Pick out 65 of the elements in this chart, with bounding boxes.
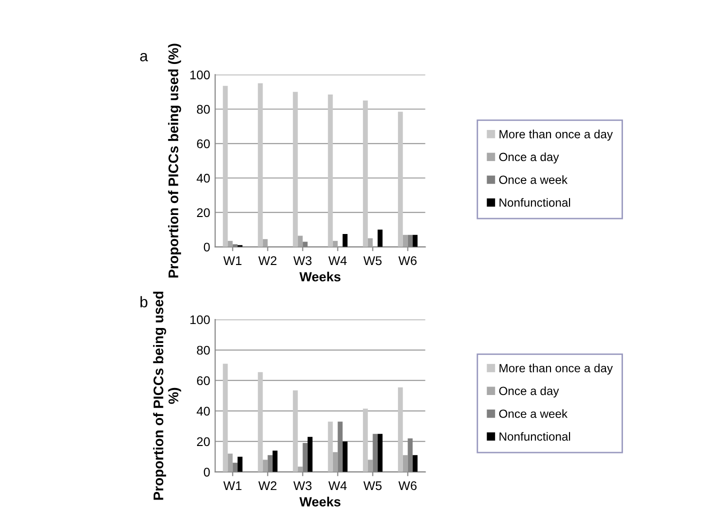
y-tick-label: 20	[197, 208, 210, 218]
bar	[342, 234, 348, 247]
bar	[398, 387, 403, 472]
bar	[292, 92, 298, 247]
x-tick-label: W4	[328, 256, 347, 265]
y-axis-title: Proportion of PICCs being used (%)	[168, 44, 182, 278]
x-tick-label: W1	[223, 481, 242, 490]
bar	[262, 460, 268, 472]
legend-label: More than once a day	[500, 130, 613, 141]
bar	[328, 94, 333, 247]
x-axis-title: Weeks	[299, 272, 340, 282]
bar	[342, 441, 348, 472]
legend-label: Nonfunctional	[500, 198, 570, 207]
y-tick-label: 0	[204, 468, 210, 477]
x-tick-label: W4	[328, 481, 347, 490]
x-tick-label: W3	[293, 481, 312, 490]
legend-label: Once a day	[499, 152, 559, 164]
bar	[222, 86, 228, 247]
legend-label: More than once a day	[500, 364, 613, 375]
y-tick-label: 100	[190, 70, 210, 80]
x-tick-label: W3	[293, 256, 312, 266]
y-tick-label: 0	[204, 242, 210, 252]
bar	[298, 236, 303, 247]
legend-label: Once a week	[499, 409, 568, 418]
bar	[362, 408, 368, 472]
bar	[368, 460, 373, 472]
y-tick-label: 60	[197, 376, 210, 386]
x-tick-label: W2	[258, 256, 276, 265]
bar	[402, 455, 408, 472]
x-tick-label: W5	[363, 256, 382, 266]
y-tick-label: 100	[190, 315, 210, 324]
bar	[222, 364, 228, 472]
bar	[412, 234, 418, 247]
y-tick-label: 20	[197, 437, 210, 446]
legend-label: Once a day	[499, 386, 559, 398]
bar	[332, 452, 338, 472]
bar	[398, 112, 403, 247]
bar	[238, 456, 242, 472]
y-tick-label: 60	[197, 139, 210, 148]
bar	[378, 434, 383, 472]
y-tick-label: 80	[196, 346, 210, 355]
x-tick-label: W6	[398, 256, 417, 266]
bar	[362, 100, 368, 247]
y-tick-label: 40	[196, 174, 210, 183]
bar	[292, 390, 298, 472]
x-tick-label: W2	[258, 481, 276, 490]
y-axis-title: Proportion of PICCs being used %)	[153, 292, 182, 500]
chart-title: b	[140, 296, 148, 308]
bar	[228, 454, 233, 472]
bar	[328, 422, 333, 472]
x-tick-label: W5	[363, 481, 382, 490]
y-tick-label: 40	[196, 406, 210, 416]
y-tick-label: 80	[196, 104, 210, 114]
x-axis-title: Weeks	[299, 496, 340, 506]
legend-label: Nonfunctional	[500, 432, 570, 441]
x-tick-label: W6	[398, 481, 417, 490]
legend-label: Once a week	[499, 175, 568, 184]
bar	[258, 372, 263, 472]
bar	[258, 83, 263, 247]
x-tick-label: W1	[223, 256, 242, 265]
bar	[308, 436, 313, 472]
bar	[412, 455, 418, 472]
chart-title: a	[140, 52, 148, 62]
bar	[378, 230, 383, 247]
bar	[272, 450, 278, 472]
